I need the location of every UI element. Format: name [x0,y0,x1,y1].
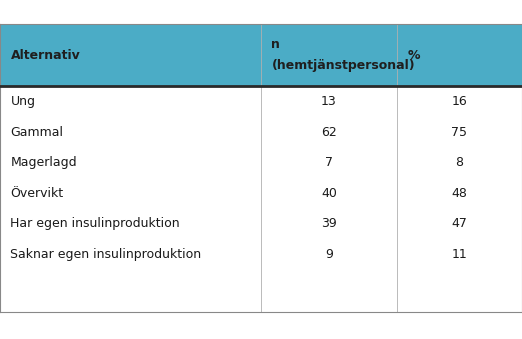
Bar [0,178,522,208]
Text: %: % [407,48,420,62]
Bar [0,117,522,147]
Text: Alternativ: Alternativ [10,48,80,62]
Text: 9: 9 [325,248,333,261]
Text: 7: 7 [325,156,333,169]
Text: Övervikt: Övervikt [10,187,64,200]
Bar [0,86,522,117]
Text: (hemtjänstpersonal): (hemtjänstpersonal) [271,59,415,72]
Text: Har egen insulinproduktion: Har egen insulinproduktion [10,217,180,230]
Text: n: n [271,38,280,51]
Text: 13: 13 [321,95,337,108]
Bar [0,208,522,239]
Text: 16: 16 [452,95,467,108]
Text: 47: 47 [452,217,467,230]
Text: 8: 8 [455,156,464,169]
Bar [0,147,522,178]
Bar [0,24,522,86]
Text: 11: 11 [452,248,467,261]
Text: Magerlagd: Magerlagd [10,156,77,169]
Bar [0,239,522,270]
Text: 48: 48 [452,187,467,200]
Text: 75: 75 [452,126,467,139]
Text: Saknar egen insulinproduktion: Saknar egen insulinproduktion [10,248,201,261]
Text: 39: 39 [321,217,337,230]
Text: Ung: Ung [10,95,35,108]
Text: 40: 40 [321,187,337,200]
Text: 62: 62 [321,126,337,139]
Text: Gammal: Gammal [10,126,64,139]
